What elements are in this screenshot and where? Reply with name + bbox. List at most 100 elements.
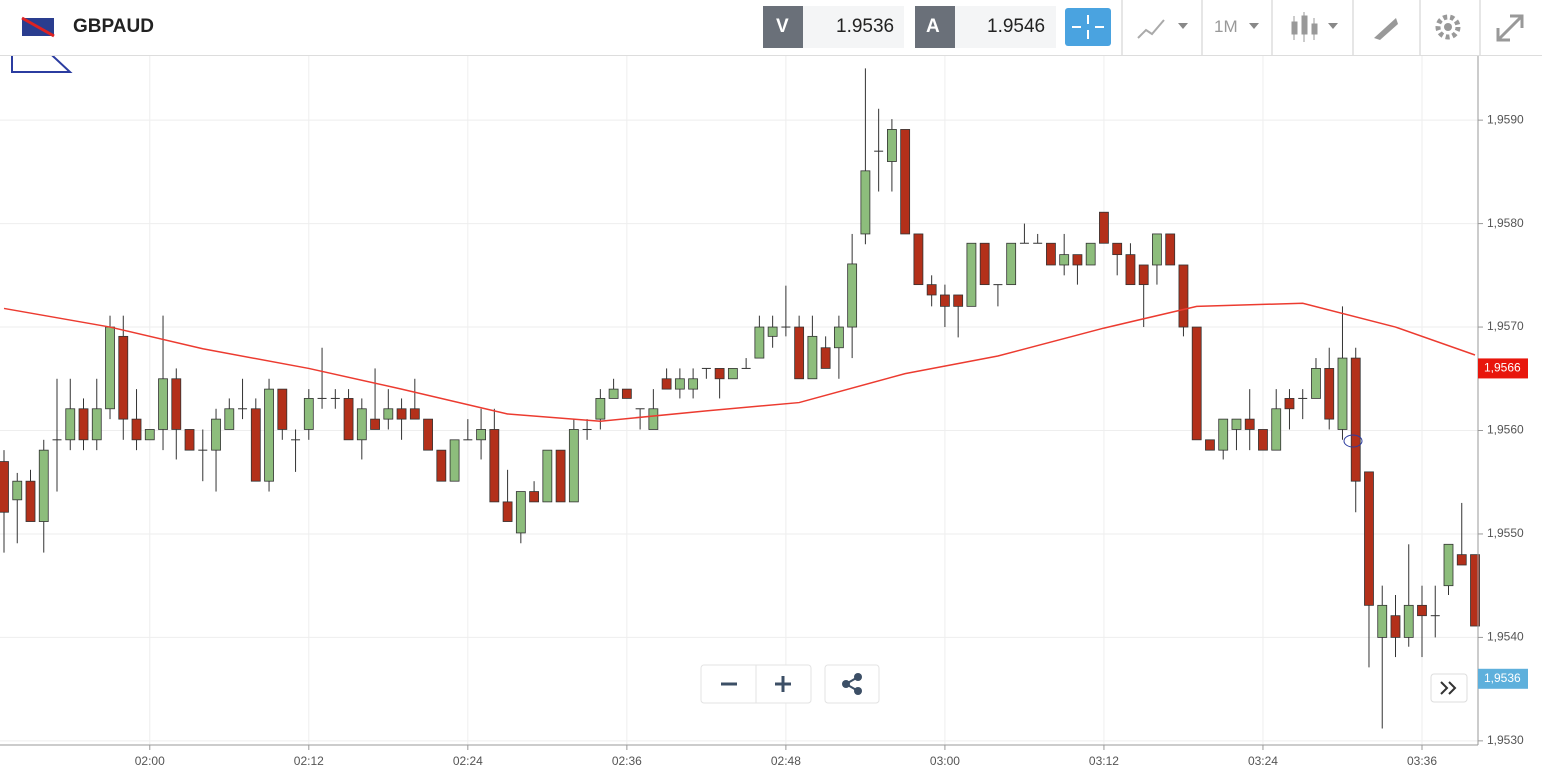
scroll-end-icon bbox=[1440, 681, 1457, 695]
candle-body bbox=[1019, 242, 1029, 244]
candle-body bbox=[1244, 418, 1255, 430]
candle-body bbox=[436, 449, 447, 482]
draw-icon[interactable] bbox=[1374, 18, 1398, 40]
candle-body bbox=[131, 418, 142, 441]
candle-body bbox=[211, 418, 221, 451]
x-tick-label: 02:12 bbox=[294, 754, 324, 768]
candle-body bbox=[582, 428, 592, 430]
candle-body bbox=[767, 326, 778, 337]
candle-body bbox=[1085, 242, 1096, 266]
share-box[interactable] bbox=[824, 664, 880, 704]
zoom-in[interactable] bbox=[775, 676, 791, 692]
candle-body bbox=[25, 480, 36, 522]
candle-body bbox=[317, 397, 327, 399]
y-tick-label: 1,9530 bbox=[1487, 733, 1524, 747]
candle-body bbox=[1125, 254, 1136, 286]
candle-body bbox=[940, 294, 950, 307]
candle-body bbox=[1284, 398, 1295, 410]
candle-body bbox=[1377, 604, 1388, 638]
symbol: GBPAUD bbox=[73, 16, 154, 37]
candle-body bbox=[171, 378, 182, 430]
candle-body bbox=[383, 408, 394, 420]
bid-badge[interactable] bbox=[763, 6, 803, 48]
candles-icon[interactable] bbox=[1291, 12, 1318, 42]
candle-body bbox=[1390, 615, 1401, 638]
ask-box[interactable] bbox=[955, 6, 1056, 48]
candle-body bbox=[621, 388, 632, 399]
candle-body bbox=[913, 233, 924, 286]
candle-body bbox=[1006, 242, 1017, 286]
bid-label: V bbox=[776, 16, 789, 37]
candle-body bbox=[1350, 357, 1361, 482]
candle-body bbox=[198, 449, 208, 451]
share-dot bbox=[854, 673, 862, 681]
candle-body bbox=[515, 491, 526, 534]
candle-body bbox=[529, 491, 539, 503]
candle-body bbox=[1218, 418, 1229, 451]
ask-badge[interactable] bbox=[915, 6, 955, 48]
scroll-end-button[interactable] bbox=[1430, 673, 1468, 703]
y-tick-label: 1,9560 bbox=[1487, 423, 1524, 437]
candle-body bbox=[727, 368, 738, 380]
candle-body bbox=[674, 378, 685, 390]
zoom-controls bbox=[700, 664, 1468, 704]
candle-body bbox=[91, 408, 102, 441]
candle-body bbox=[38, 449, 49, 522]
bid-box[interactable] bbox=[803, 6, 904, 48]
y-tick-label: 1,9550 bbox=[1487, 526, 1524, 540]
crosshair-button[interactable] bbox=[1065, 8, 1111, 46]
interval[interactable]: 1M bbox=[1214, 17, 1238, 36]
candle-body bbox=[277, 388, 288, 430]
settings-hub bbox=[1444, 23, 1452, 31]
candle-body bbox=[1311, 368, 1321, 399]
flag-stripe bbox=[21, 16, 55, 38]
candle-body bbox=[781, 326, 791, 328]
candle-body bbox=[688, 378, 699, 390]
fullscreen-icon[interactable] bbox=[1496, 14, 1524, 42]
candle-body bbox=[105, 326, 115, 410]
candle-body bbox=[291, 439, 301, 441]
settings-icon[interactable] bbox=[1435, 14, 1461, 40]
candle-body bbox=[463, 439, 473, 441]
candle-body bbox=[635, 408, 645, 410]
candle-body bbox=[847, 263, 858, 328]
candle-body bbox=[1191, 326, 1202, 441]
candle-body bbox=[118, 335, 129, 420]
corner-triangle bbox=[11, 56, 73, 73]
chart-type-icon[interactable] bbox=[1137, 19, 1165, 39]
x-tick-label: 02:36 bbox=[612, 754, 642, 768]
candle-body bbox=[1430, 615, 1440, 617]
candle-body bbox=[754, 326, 765, 359]
price-tag bbox=[1478, 358, 1528, 379]
crosshair-icon bbox=[1072, 15, 1104, 39]
y-tick-label: 1,9590 bbox=[1487, 112, 1524, 126]
candle-body bbox=[807, 335, 818, 380]
candle-body bbox=[1470, 554, 1480, 627]
candle-body bbox=[1298, 397, 1308, 399]
candle-body bbox=[1364, 471, 1374, 606]
candle-body bbox=[489, 429, 500, 503]
candle-body bbox=[409, 408, 420, 420]
candle-body bbox=[979, 242, 990, 286]
candle-body bbox=[449, 439, 460, 482]
candle-body bbox=[78, 408, 89, 441]
candle-body bbox=[65, 408, 76, 441]
candle-body bbox=[966, 242, 977, 307]
ask-label: A bbox=[926, 16, 940, 37]
x-tick-label: 02:24 bbox=[453, 754, 483, 768]
candle-body bbox=[1178, 264, 1189, 328]
candle-body bbox=[264, 388, 274, 482]
candle-body bbox=[1337, 357, 1348, 430]
candle-body bbox=[1059, 254, 1070, 266]
y-tick-label: 1,9580 bbox=[1487, 216, 1524, 230]
candle-body bbox=[608, 388, 619, 399]
price-tag-label: 1,9536 bbox=[1484, 671, 1521, 685]
candle-body bbox=[1033, 242, 1043, 244]
cursor-marker bbox=[1343, 434, 1363, 448]
candle-body bbox=[1258, 429, 1268, 451]
candle-body bbox=[874, 150, 884, 152]
candle-body bbox=[648, 408, 659, 430]
candle-body bbox=[158, 378, 168, 430]
candle-body bbox=[953, 294, 964, 307]
